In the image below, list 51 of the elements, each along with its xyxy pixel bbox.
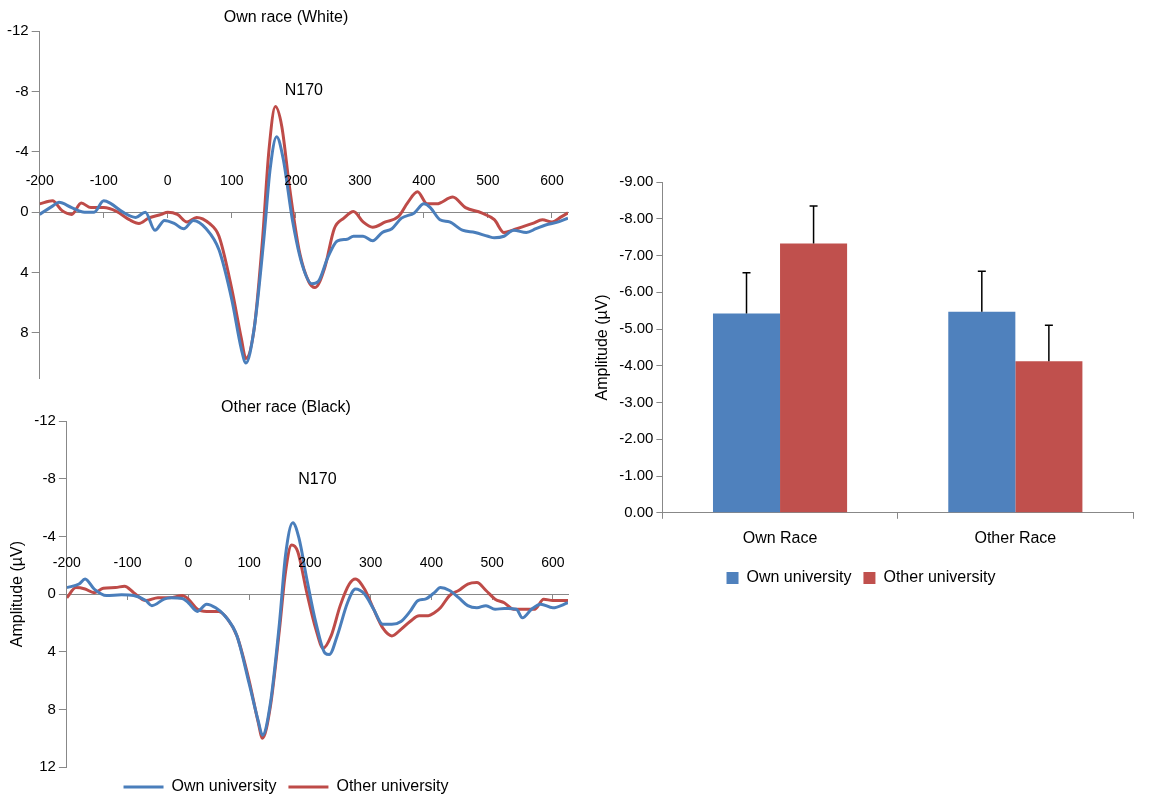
y-tick-label: 0: [47, 584, 56, 602]
legend-label: Other university: [883, 568, 996, 586]
annotation: N170: [298, 470, 337, 488]
legend-label: Own university: [171, 777, 277, 795]
x-tick-label: 300: [348, 172, 372, 189]
y-tick-label: 12: [39, 757, 56, 775]
y-axis-title: Amplitude (µV): [8, 541, 26, 648]
y-tick-label: 0: [20, 202, 29, 220]
chart-title: Own race (White): [223, 8, 349, 26]
legend-label: Other university: [336, 777, 449, 795]
x-tick-label: 500: [480, 554, 504, 571]
legend-label: Own university: [746, 568, 852, 586]
x-tick-label: -100: [113, 554, 142, 571]
x-tick-label: Own Race: [742, 528, 818, 546]
x-tick-label: 100: [220, 172, 244, 189]
x-tick-label: 400: [412, 172, 436, 189]
y-tick-label: -12: [34, 411, 56, 429]
x-tick-label: 300: [358, 554, 383, 571]
y-tick-label: 4: [20, 262, 29, 280]
x-tick-label: 600: [541, 554, 565, 571]
chart-title: Other race (Black): [221, 398, 351, 416]
x-tick-label: 0: [184, 554, 193, 571]
x-tick-label: Other Race: [974, 528, 1057, 546]
y-tick-label: -4: [15, 141, 29, 159]
x-tick-label: 100: [237, 554, 261, 571]
y-tick-label: 8: [47, 699, 56, 717]
y-tick-label: -3.00: [619, 392, 654, 410]
y-tick-label: -9.00: [619, 172, 654, 190]
x-tick-label: -100: [89, 172, 118, 189]
x-tick-label: 600: [540, 172, 564, 189]
y-tick-label: 4: [47, 641, 56, 659]
y-tick-label: -6.00: [619, 282, 654, 300]
y-tick-label: -7.00: [619, 245, 654, 263]
x-tick-label: 500: [476, 172, 500, 189]
x-tick-label: 400: [419, 554, 444, 571]
y-tick-label: -4.00: [619, 355, 654, 373]
y-tick-label: 0.00: [624, 502, 654, 520]
y-tick-label: -2.00: [619, 429, 654, 447]
y-tick-label: -8: [15, 81, 29, 99]
y-axis-title: Amplitude (µV): [593, 294, 611, 401]
x-tick-label: -200: [52, 554, 82, 571]
y-tick-label: -1.00: [619, 466, 654, 484]
y-tick-label: -5.00: [619, 319, 654, 337]
y-tick-label: 8: [20, 322, 29, 340]
y-tick-label: -12: [6, 21, 29, 39]
y-tick-label: -8.00: [619, 208, 654, 226]
x-tick-label: 0: [163, 172, 172, 189]
y-tick-label: -8: [42, 468, 56, 486]
y-tick-label: -4: [42, 526, 56, 544]
x-tick-label: -200: [25, 172, 54, 189]
annotation: N170: [284, 80, 324, 98]
